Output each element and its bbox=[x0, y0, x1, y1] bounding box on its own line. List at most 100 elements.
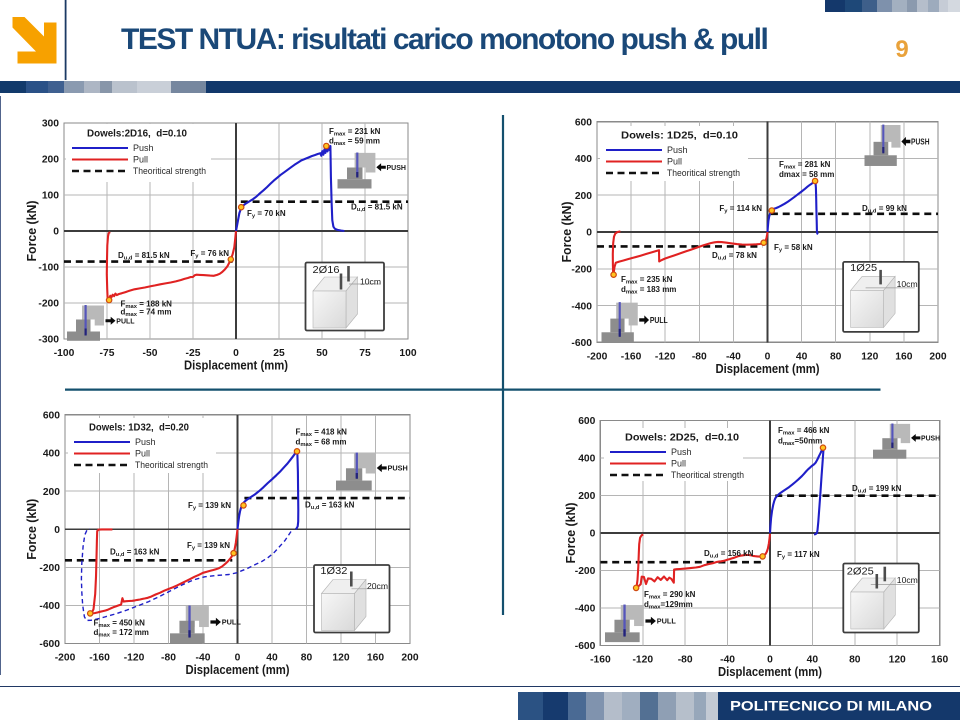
svg-text:-200: -200 bbox=[55, 653, 76, 664]
svg-text:200: 200 bbox=[575, 191, 592, 202]
svg-text:200: 200 bbox=[42, 155, 59, 166]
svg-text:Fmax​ = 466 kN: Fmax​ = 466 kN bbox=[778, 426, 830, 436]
svg-text:160: 160 bbox=[931, 655, 948, 666]
svg-text:Du,d​ = 81.5 kN: Du,d​ = 81.5 kN bbox=[351, 203, 403, 213]
svg-text:1Ø32: 1Ø32 bbox=[320, 565, 347, 577]
svg-text:-200: -200 bbox=[575, 566, 596, 577]
svg-text:-50: -50 bbox=[143, 348, 158, 359]
svg-text:0: 0 bbox=[767, 655, 773, 666]
svg-text:Force (kN): Force (kN) bbox=[563, 503, 578, 564]
svg-text:-80: -80 bbox=[678, 655, 693, 666]
svg-text:PULL: PULL bbox=[222, 618, 242, 627]
svg-text:0: 0 bbox=[590, 529, 596, 540]
svg-text:Fy​ = 139 kN: Fy​ = 139 kN bbox=[188, 501, 231, 511]
svg-text:Fy​ = 139 kN: Fy​ = 139 kN bbox=[187, 541, 230, 551]
svg-text:Fy​ = 114 kN: Fy​ = 114 kN bbox=[719, 204, 762, 214]
svg-text:100: 100 bbox=[42, 191, 59, 202]
svg-text:-80: -80 bbox=[692, 351, 707, 362]
svg-text:Dowels: 2D25, d=0.10: Dowels: 2D25, d=0.10 bbox=[625, 432, 739, 444]
svg-text:Displacement (mm): Displacement (mm) bbox=[716, 361, 820, 376]
svg-text:Fmax​ = 281 kN: Fmax​ = 281 kN bbox=[779, 160, 831, 170]
svg-text:Displacement (mm): Displacement (mm) bbox=[718, 664, 822, 679]
svg-text:80: 80 bbox=[301, 653, 313, 664]
svg-text:-80: -80 bbox=[161, 653, 176, 664]
svg-text:Push: Push bbox=[135, 437, 156, 447]
svg-text:200: 200 bbox=[401, 653, 418, 664]
svg-text:50: 50 bbox=[316, 348, 328, 359]
svg-text:Du,d​ = 81.5 kN: Du,d​ = 81.5 kN bbox=[118, 251, 170, 261]
svg-text:Fmax​ = 231 kN: Fmax​ = 231 kN bbox=[329, 127, 381, 137]
svg-text:600: 600 bbox=[575, 117, 592, 128]
svg-text:400: 400 bbox=[43, 449, 60, 460]
svg-text:Theoritical strength: Theoritical strength bbox=[671, 470, 744, 480]
svg-text:dmax​ = 59 mm: dmax​ = 59 mm bbox=[329, 137, 380, 147]
svg-text:Theoritical strength: Theoritical strength bbox=[135, 460, 208, 470]
svg-text:-160: -160 bbox=[590, 655, 611, 666]
svg-text:Fmax​ = 188 kN: Fmax​ = 188 kN bbox=[121, 300, 173, 310]
svg-text:120: 120 bbox=[332, 653, 349, 664]
svg-text:Pull: Pull bbox=[667, 157, 682, 167]
svg-text:-75: -75 bbox=[100, 348, 115, 359]
svg-text:-300: -300 bbox=[38, 335, 59, 346]
svg-text:Fmax​ = 418 kN: Fmax​ = 418 kN bbox=[296, 428, 348, 438]
svg-text:-160: -160 bbox=[621, 351, 642, 362]
svg-text:Du,d​ = 163 kN: Du,d​ = 163 kN bbox=[110, 548, 160, 558]
svg-text:40: 40 bbox=[266, 653, 278, 664]
svg-text:dmax​ = 172 mm: dmax​ = 172 mm bbox=[94, 628, 149, 638]
svg-text:PULL: PULL bbox=[657, 617, 677, 626]
svg-text:PUSH: PUSH bbox=[387, 165, 406, 172]
svg-text:160: 160 bbox=[367, 653, 384, 664]
svg-text:PUSH: PUSH bbox=[911, 137, 929, 147]
svg-text:Du,d​ = 199 kN: Du,d​ = 199 kN bbox=[852, 484, 902, 494]
svg-text:PUSH: PUSH bbox=[921, 435, 940, 442]
svg-text:-120: -120 bbox=[632, 655, 653, 666]
svg-text:Force (kN): Force (kN) bbox=[24, 499, 39, 560]
svg-text:Dowels: 1D32, d=0.20: Dowels: 1D32, d=0.20 bbox=[89, 422, 189, 434]
svg-text:Pull: Pull bbox=[671, 459, 686, 469]
svg-text:120: 120 bbox=[889, 655, 906, 666]
svg-text:200: 200 bbox=[43, 487, 60, 498]
svg-text:Push: Push bbox=[671, 447, 692, 457]
svg-text:2Ø25: 2Ø25 bbox=[847, 566, 874, 578]
svg-text:-160: -160 bbox=[89, 653, 110, 664]
svg-text:200: 200 bbox=[578, 491, 595, 502]
svg-text:80: 80 bbox=[849, 655, 861, 666]
svg-text:Fy​ = 70 kN: Fy​ = 70 kN bbox=[247, 209, 286, 219]
svg-text:Fmax​ = 235 kN: Fmax​ = 235 kN bbox=[621, 275, 673, 285]
svg-text:40: 40 bbox=[807, 655, 819, 666]
svg-text:0: 0 bbox=[765, 351, 771, 362]
svg-text:-40: -40 bbox=[196, 653, 211, 664]
svg-text:dmax​ = 183 mm: dmax​ = 183 mm bbox=[621, 285, 676, 295]
svg-text:-600: -600 bbox=[39, 639, 60, 650]
svg-text:dmax​=50mm: dmax​=50mm bbox=[778, 437, 822, 447]
svg-text:Dowels:2D16, d=0.10: Dowels:2D16, d=0.10 bbox=[87, 128, 187, 140]
svg-text:-200: -200 bbox=[38, 299, 59, 310]
svg-text:Force (kN): Force (kN) bbox=[24, 201, 39, 262]
svg-text:600: 600 bbox=[43, 411, 60, 422]
svg-text:400: 400 bbox=[578, 454, 595, 465]
svg-text:0: 0 bbox=[53, 227, 59, 238]
svg-text:-600: -600 bbox=[575, 641, 596, 652]
svg-text:dmax = 58 mm: dmax = 58 mm bbox=[779, 170, 834, 179]
svg-text:PULL: PULL bbox=[650, 315, 668, 325]
svg-text:dmax​ = 68 mm: dmax​ = 68 mm bbox=[296, 438, 347, 448]
svg-text:80: 80 bbox=[830, 351, 842, 362]
svg-text:PUSH: PUSH bbox=[387, 464, 407, 473]
svg-text:-600: -600 bbox=[571, 338, 592, 349]
svg-text:Du,d​ = 156 kN: Du,d​ = 156 kN bbox=[704, 549, 754, 559]
svg-text:Displacement (mm): Displacement (mm) bbox=[184, 358, 288, 373]
svg-text:PULL: PULL bbox=[116, 318, 135, 325]
svg-text:-25: -25 bbox=[186, 348, 201, 359]
svg-text:Theoritical strength: Theoritical strength bbox=[133, 166, 206, 176]
svg-text:-400: -400 bbox=[39, 601, 60, 612]
svg-text:-400: -400 bbox=[571, 301, 592, 312]
svg-text:0: 0 bbox=[586, 228, 592, 239]
svg-text:600: 600 bbox=[578, 416, 595, 427]
svg-text:10cm: 10cm bbox=[360, 278, 381, 287]
svg-text:-120: -120 bbox=[655, 351, 676, 362]
svg-text:0: 0 bbox=[233, 348, 239, 359]
svg-text:Fy​ = 76 kN: Fy​ = 76 kN bbox=[190, 249, 229, 259]
svg-text:-200: -200 bbox=[39, 563, 60, 574]
svg-text:200: 200 bbox=[929, 351, 946, 362]
svg-text:-40: -40 bbox=[720, 655, 735, 666]
